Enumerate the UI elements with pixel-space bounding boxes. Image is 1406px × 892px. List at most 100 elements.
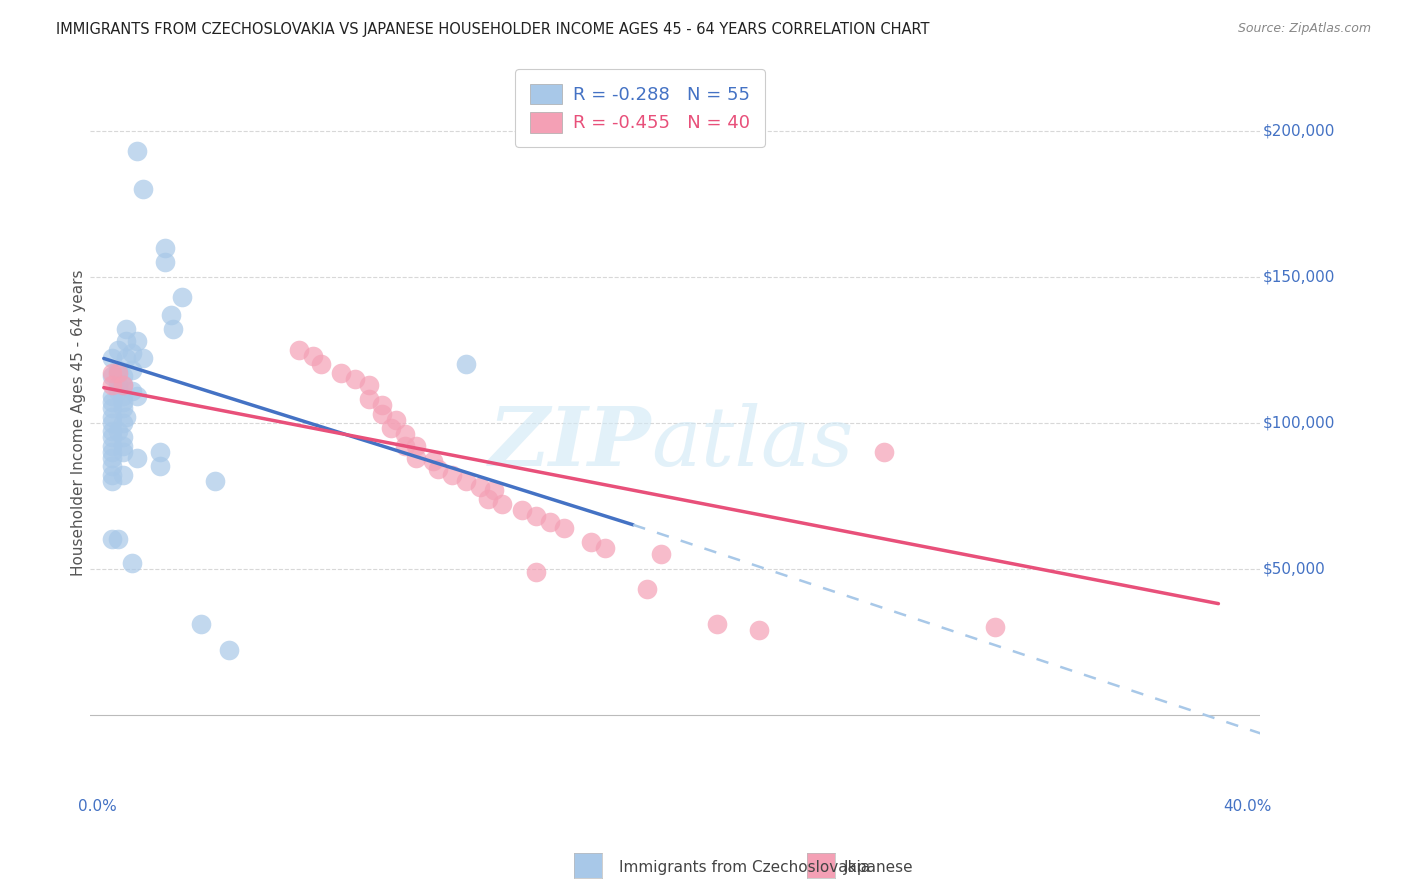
Point	[101, 395, 124, 409]
Text: 0.0%: 0.0%	[79, 798, 117, 814]
Point	[394, 427, 416, 442]
Point	[101, 368, 124, 383]
Point	[309, 357, 332, 371]
Point	[371, 398, 394, 412]
Point	[101, 409, 124, 424]
Point	[329, 366, 352, 380]
Point	[301, 349, 323, 363]
Point	[581, 535, 603, 549]
Point	[190, 617, 212, 632]
Text: $50,000: $50,000	[1263, 561, 1326, 576]
Text: ZIP: ZIP	[489, 403, 651, 483]
Point	[112, 389, 135, 403]
Point	[112, 445, 135, 459]
Point	[121, 345, 143, 359]
Point	[510, 503, 533, 517]
Point	[101, 430, 124, 444]
Point	[101, 351, 124, 366]
Point	[204, 474, 226, 488]
Point	[153, 240, 176, 254]
Point	[706, 617, 728, 632]
Point	[148, 445, 170, 459]
Point	[101, 533, 124, 547]
Point	[115, 322, 138, 336]
Point	[343, 372, 366, 386]
Text: atlas: atlas	[651, 403, 853, 483]
Point	[405, 450, 427, 465]
Point	[748, 623, 770, 637]
Point	[112, 416, 135, 430]
Point	[491, 497, 513, 511]
Point	[405, 439, 427, 453]
Point	[148, 459, 170, 474]
Point	[107, 366, 129, 380]
Point	[127, 334, 149, 348]
Point	[107, 533, 129, 547]
Y-axis label: Householder Income Ages 45 - 64 years: Householder Income Ages 45 - 64 years	[72, 269, 86, 576]
Point	[115, 351, 138, 366]
Point	[595, 541, 617, 556]
Point	[524, 509, 547, 524]
Point	[115, 334, 138, 348]
Point	[553, 521, 575, 535]
Point	[101, 425, 124, 439]
Text: Source: ZipAtlas.com: Source: ZipAtlas.com	[1237, 22, 1371, 36]
Point	[121, 363, 143, 377]
Point	[112, 401, 135, 415]
Point	[127, 389, 149, 403]
Point	[357, 392, 380, 407]
Point	[371, 407, 394, 421]
Point	[112, 377, 135, 392]
Point	[454, 357, 477, 371]
Point	[482, 483, 505, 497]
Point	[454, 474, 477, 488]
Point	[132, 182, 155, 196]
Point	[121, 384, 143, 398]
Point	[170, 290, 193, 304]
Point	[107, 377, 129, 392]
Point	[538, 515, 561, 529]
Point	[115, 409, 138, 424]
Point	[101, 450, 124, 465]
Point	[132, 351, 155, 366]
Text: $200,000: $200,000	[1263, 123, 1334, 138]
Point	[112, 368, 135, 383]
Point	[101, 459, 124, 474]
Point	[636, 582, 658, 596]
Point	[159, 308, 181, 322]
Point	[441, 468, 464, 483]
Point	[101, 468, 124, 483]
Point	[468, 480, 491, 494]
Point	[127, 450, 149, 465]
Text: Japanese: Japanese	[844, 860, 914, 874]
Point	[422, 453, 444, 467]
Point	[101, 439, 124, 453]
Point	[380, 421, 402, 435]
Point	[524, 565, 547, 579]
Point	[107, 363, 129, 377]
Point	[101, 474, 124, 488]
Point	[218, 643, 240, 657]
Point	[427, 462, 450, 476]
Point	[984, 620, 1007, 634]
Point	[121, 556, 143, 570]
Point	[112, 395, 135, 409]
Point	[107, 384, 129, 398]
Point	[101, 416, 124, 430]
Point	[107, 425, 129, 439]
Point	[127, 144, 149, 158]
Point	[101, 366, 124, 380]
Point	[101, 445, 124, 459]
Text: 40.0%: 40.0%	[1223, 798, 1272, 814]
Point	[162, 322, 184, 336]
Point	[107, 343, 129, 357]
Text: $100,000: $100,000	[1263, 415, 1334, 430]
Point	[112, 439, 135, 453]
Point	[101, 377, 124, 392]
Point	[153, 255, 176, 269]
Text: Immigrants from Czechoslovakia: Immigrants from Czechoslovakia	[619, 860, 870, 874]
Point	[650, 547, 672, 561]
Point	[112, 468, 135, 483]
Point	[873, 445, 896, 459]
Point	[112, 430, 135, 444]
